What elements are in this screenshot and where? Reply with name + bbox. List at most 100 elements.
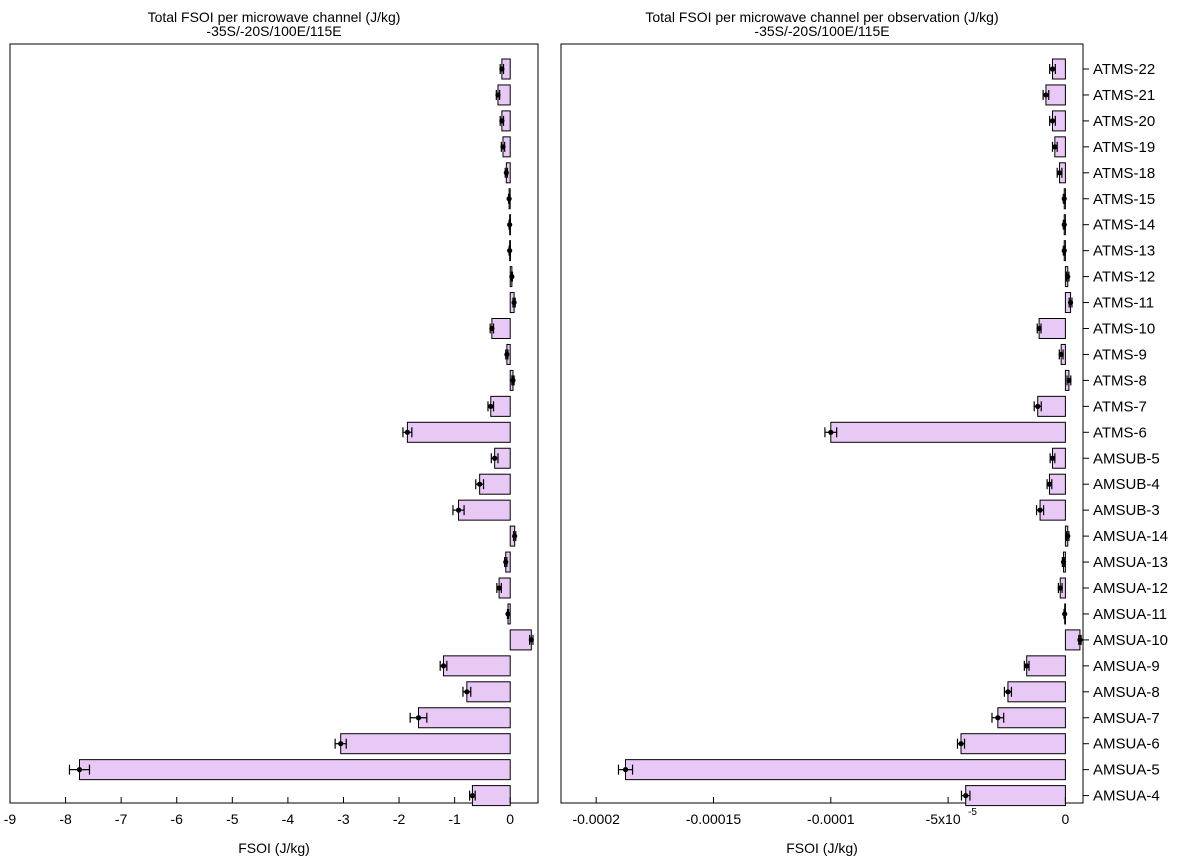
category-label: ATMS-12 [1093,269,1155,286]
value-marker-atms-11 [1067,299,1074,306]
category-label: ATMS-7 [1093,398,1147,415]
value-marker-amsua-8 [464,689,470,695]
value-marker-amsub-5 [492,455,498,461]
bar-amsua-6 [340,733,511,755]
value-marker-amsua-10 [1077,637,1083,643]
bar-amsua-6 [960,733,1066,755]
category-label: ATMS-6 [1093,424,1147,441]
value-marker-atms-10 [489,325,495,332]
plot-frame [9,43,539,804]
category-label: ATMS-11 [1093,295,1154,312]
value-marker-atms-20 [499,118,505,124]
x-axis-label: FSOI (J/kg) [786,840,858,856]
value-marker-atms-14 [1061,222,1067,228]
category-label: ATMS-20 [1093,113,1155,130]
category-label: AMSUA-4 [1093,788,1160,805]
bar-amsua-4 [471,785,511,807]
x-tick-label: -0.0001 [807,811,855,827]
category-label: AMSUA-13 [1093,554,1168,571]
category-label: ATMS-10 [1093,321,1155,338]
plot-frame [560,43,1084,804]
x-tick-label: -2 [393,811,406,827]
value-marker-atms-11 [511,299,517,306]
value-marker-amsua-12 [1057,585,1063,591]
category-label: ATMS-21 [1093,87,1155,104]
x-tick-label: -1 [448,811,461,827]
value-marker-amsua-7 [415,715,422,721]
value-marker-atms-21 [495,92,501,98]
chart-subtitle: -35S/-20S/100E/115E [206,23,341,39]
x-tick-label: -4 [282,811,295,827]
value-marker-atms-6 [828,429,834,435]
chart-subtitle: -35S/-20S/100E/115E [754,23,889,39]
value-marker-atms-7 [488,403,494,409]
bar-amsua-9 [1026,655,1066,677]
bar-amsua-9 [443,655,511,677]
value-marker-amsua-5 [622,767,629,773]
category-label: AMSUA-12 [1093,580,1168,597]
category-label: AMSUA-7 [1093,710,1160,727]
value-marker-atms-6 [404,429,410,435]
category-label: ATMS-18 [1093,165,1155,182]
value-marker-atms-14 [507,222,513,228]
value-marker-amsub-3 [1037,507,1043,513]
value-marker-amsua-9 [1024,663,1030,669]
bar-atms-6 [406,421,511,443]
bar-amsua-7 [997,707,1066,729]
value-marker-amsua-12 [496,585,502,591]
category-label: ATMS-15 [1093,191,1155,208]
category-label: ATMS-22 [1093,61,1155,78]
category-label: ATMS-13 [1093,243,1155,260]
x-tick-label: -9 [4,811,17,827]
value-marker-amsua-8 [1005,689,1011,695]
category-label: AMSUA-6 [1093,736,1160,753]
category-label: AMSUA-10 [1093,632,1168,649]
value-marker-atms-9 [504,351,510,358]
category-label: AMSUA-11 [1093,606,1167,623]
total-fsoi-panel: Total FSOI per microwave channel (J/kg)-… [4,9,539,856]
bar-amsua-7 [418,707,511,729]
x-tick-label: -3 [337,811,350,827]
value-marker-amsua-14 [1065,533,1071,539]
category-label: AMSUA-8 [1093,684,1160,701]
value-marker-amsua-7 [995,715,1001,721]
bar-atms-6 [830,421,1066,443]
value-marker-amsua-11 [1062,611,1068,617]
value-marker-atms-21 [1043,92,1049,98]
value-marker-atms-22 [499,66,505,72]
value-marker-atms-19 [500,144,506,150]
value-marker-amsub-5 [1049,455,1056,461]
category-label: AMSUA-9 [1093,658,1160,675]
value-marker-amsub-4 [1046,481,1053,487]
chart-title: Total FSOI per microwave channel (J/kg) [148,9,401,25]
value-marker-amsua-11 [505,611,511,617]
value-marker-atms-19 [1052,144,1058,150]
value-marker-atms-8 [510,377,516,383]
category-label: ATMS-19 [1093,139,1155,156]
category-label: AMSUA-14 [1093,528,1168,545]
chart-title: Total FSOI per microwave channel per obs… [645,9,998,25]
value-marker-atms-13 [1061,248,1067,254]
value-marker-amsua-10 [528,637,534,643]
value-marker-atms-22 [1049,66,1056,72]
value-marker-atms-9 [1058,351,1064,358]
bar-amsua-8 [1007,681,1066,703]
bar-amsua-5 [78,759,511,781]
bar-atms-7 [1037,395,1066,417]
value-marker-amsua-4 [469,793,476,799]
value-marker-amsua-13 [503,559,509,565]
x-tick-label: -5x10 [926,811,961,827]
bar-amsua-4 [965,785,1066,807]
value-marker-amsub-4 [477,481,483,487]
value-marker-amsua-13 [1060,559,1067,565]
value-marker-atms-15 [1061,196,1067,202]
value-marker-atms-10 [1036,325,1042,332]
bar-atms-10 [491,318,511,339]
category-label: AMSUA-5 [1093,762,1160,779]
bar-amsub-4 [479,473,511,495]
value-marker-amsub-3 [455,507,462,513]
x-tick-exponent: -5 [968,807,977,818]
value-marker-amsua-9 [440,663,447,669]
category-label: AMSUB-3 [1093,502,1160,519]
